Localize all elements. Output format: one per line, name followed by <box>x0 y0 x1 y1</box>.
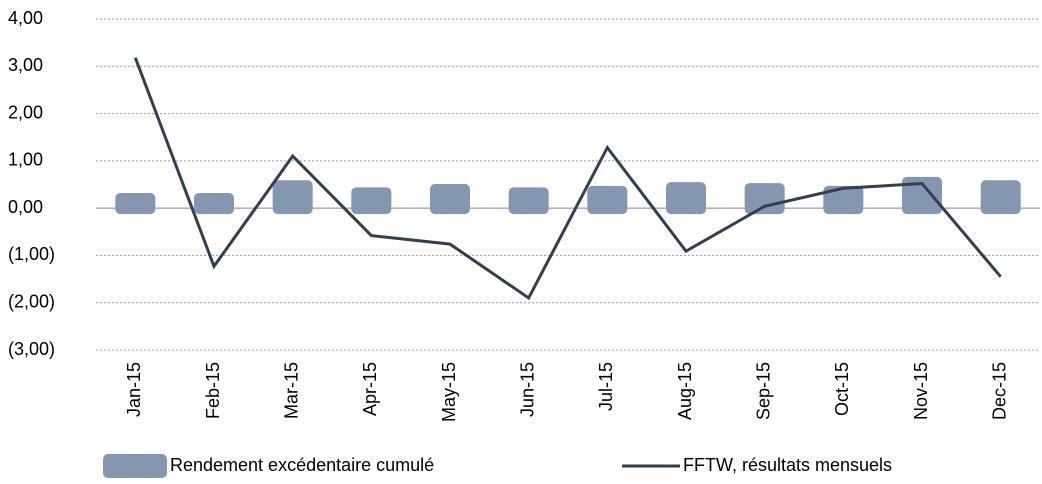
x-tick-label: Aug-15 <box>675 362 695 420</box>
x-tick-label: Jun-15 <box>517 362 537 417</box>
x-tick-label: Feb-15 <box>203 362 223 419</box>
x-tick-label: Nov-15 <box>911 362 931 420</box>
y-tick-label: 4,00 <box>8 8 43 28</box>
y-tick-label: (2,00) <box>8 291 55 311</box>
y-tick-label: 1,00 <box>8 150 43 170</box>
bar <box>508 187 549 215</box>
line <box>133 57 1002 301</box>
bar <box>744 183 785 215</box>
bar <box>587 185 628 215</box>
bar <box>430 184 470 215</box>
bar <box>194 193 234 215</box>
bar <box>666 182 706 215</box>
bar <box>351 187 392 215</box>
legend-label: Rendement excédentaire cumulé <box>170 455 434 475</box>
y-tick-label: 3,00 <box>8 55 43 75</box>
bar <box>272 180 313 215</box>
x-tick-label: Mar-15 <box>281 362 301 419</box>
legend-swatch <box>103 454 167 478</box>
bar <box>980 180 1021 215</box>
x-tick-label: Dec-15 <box>989 362 1009 420</box>
x-tick-label: Sep-15 <box>753 362 773 420</box>
x-tick-label: Oct-15 <box>832 362 852 416</box>
y-tick-label: 2,00 <box>8 102 43 122</box>
x-tick-label: Apr-15 <box>360 362 380 416</box>
x-tick-label: Jan-15 <box>124 362 144 417</box>
bar <box>823 185 864 215</box>
y-tick-label: 0,00 <box>8 197 43 217</box>
bar <box>115 193 156 215</box>
bar <box>902 176 942 215</box>
y-tick-label: (1,00) <box>8 244 55 264</box>
x-tick-label: Jul-15 <box>596 362 616 411</box>
x-tick-label: May-15 <box>439 362 459 422</box>
legend-label: FFTW, résultats mensuels <box>683 455 892 475</box>
y-tick-label: (3,00) <box>8 339 55 359</box>
